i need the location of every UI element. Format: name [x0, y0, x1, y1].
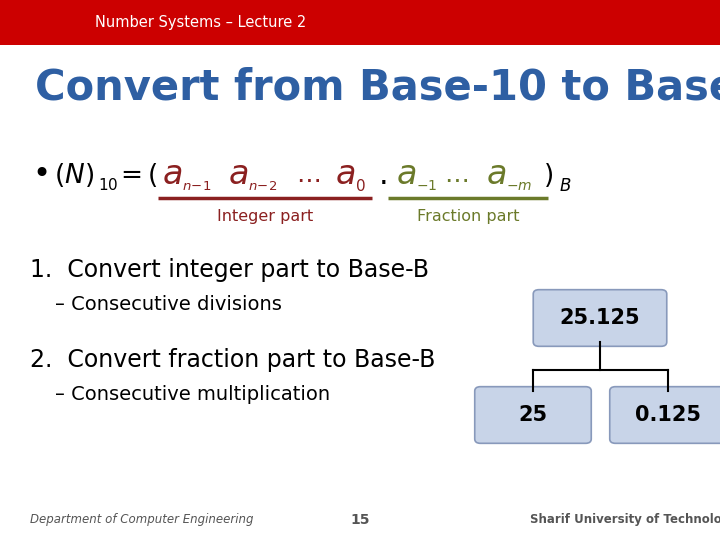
Text: $a$: $a$	[335, 159, 355, 192]
Text: 0.125: 0.125	[635, 405, 701, 425]
Text: $0$: $0$	[355, 178, 366, 194]
Text: $-1$: $-1$	[416, 179, 437, 193]
Text: $n\!-\!2$: $n\!-\!2$	[248, 179, 277, 192]
Text: Sharif University of Technology: Sharif University of Technology	[530, 514, 720, 526]
Text: $a$: $a$	[486, 159, 506, 192]
Text: $\ldots$: $\ldots$	[444, 163, 468, 187]
Text: $a$: $a$	[162, 159, 182, 192]
Text: $10$: $10$	[98, 177, 118, 193]
Text: 25.125: 25.125	[559, 308, 640, 328]
Text: $-m$: $-m$	[506, 179, 532, 193]
Text: Number Systems – Lecture 2: Number Systems – Lecture 2	[95, 15, 306, 30]
Text: $\ldots$: $\ldots$	[296, 163, 320, 187]
FancyBboxPatch shape	[610, 387, 720, 443]
Text: $= ($: $= ($	[115, 161, 158, 189]
Text: $a$: $a$	[396, 159, 416, 192]
Text: $)$: $)$	[543, 161, 553, 189]
Text: 15: 15	[350, 513, 370, 527]
Text: $.$: $.$	[378, 160, 387, 190]
Text: Integer part: Integer part	[217, 208, 313, 224]
Text: 2.  Convert fraction part to Base-B: 2. Convert fraction part to Base-B	[30, 348, 436, 372]
Text: Fraction part: Fraction part	[417, 208, 519, 224]
FancyBboxPatch shape	[534, 289, 667, 346]
Text: – Consecutive divisions: – Consecutive divisions	[55, 295, 282, 314]
Text: $n\!-\!1$: $n\!-\!1$	[182, 179, 212, 192]
Text: $B$: $B$	[559, 177, 572, 195]
Bar	[0, 0, 720, 45]
Text: 1.  Convert integer part to Base-B: 1. Convert integer part to Base-B	[30, 258, 429, 282]
Text: •: •	[32, 160, 50, 190]
Text: – Consecutive multiplication: – Consecutive multiplication	[55, 386, 330, 404]
Text: $a$: $a$	[228, 159, 248, 192]
Text: $(N)$: $(N)$	[54, 161, 94, 189]
Text: Convert from Base-10 to Base-B: Convert from Base-10 to Base-B	[35, 67, 720, 109]
Text: 25: 25	[518, 405, 548, 425]
Text: Department of Computer Engineering: Department of Computer Engineering	[30, 514, 253, 526]
FancyBboxPatch shape	[474, 387, 591, 443]
